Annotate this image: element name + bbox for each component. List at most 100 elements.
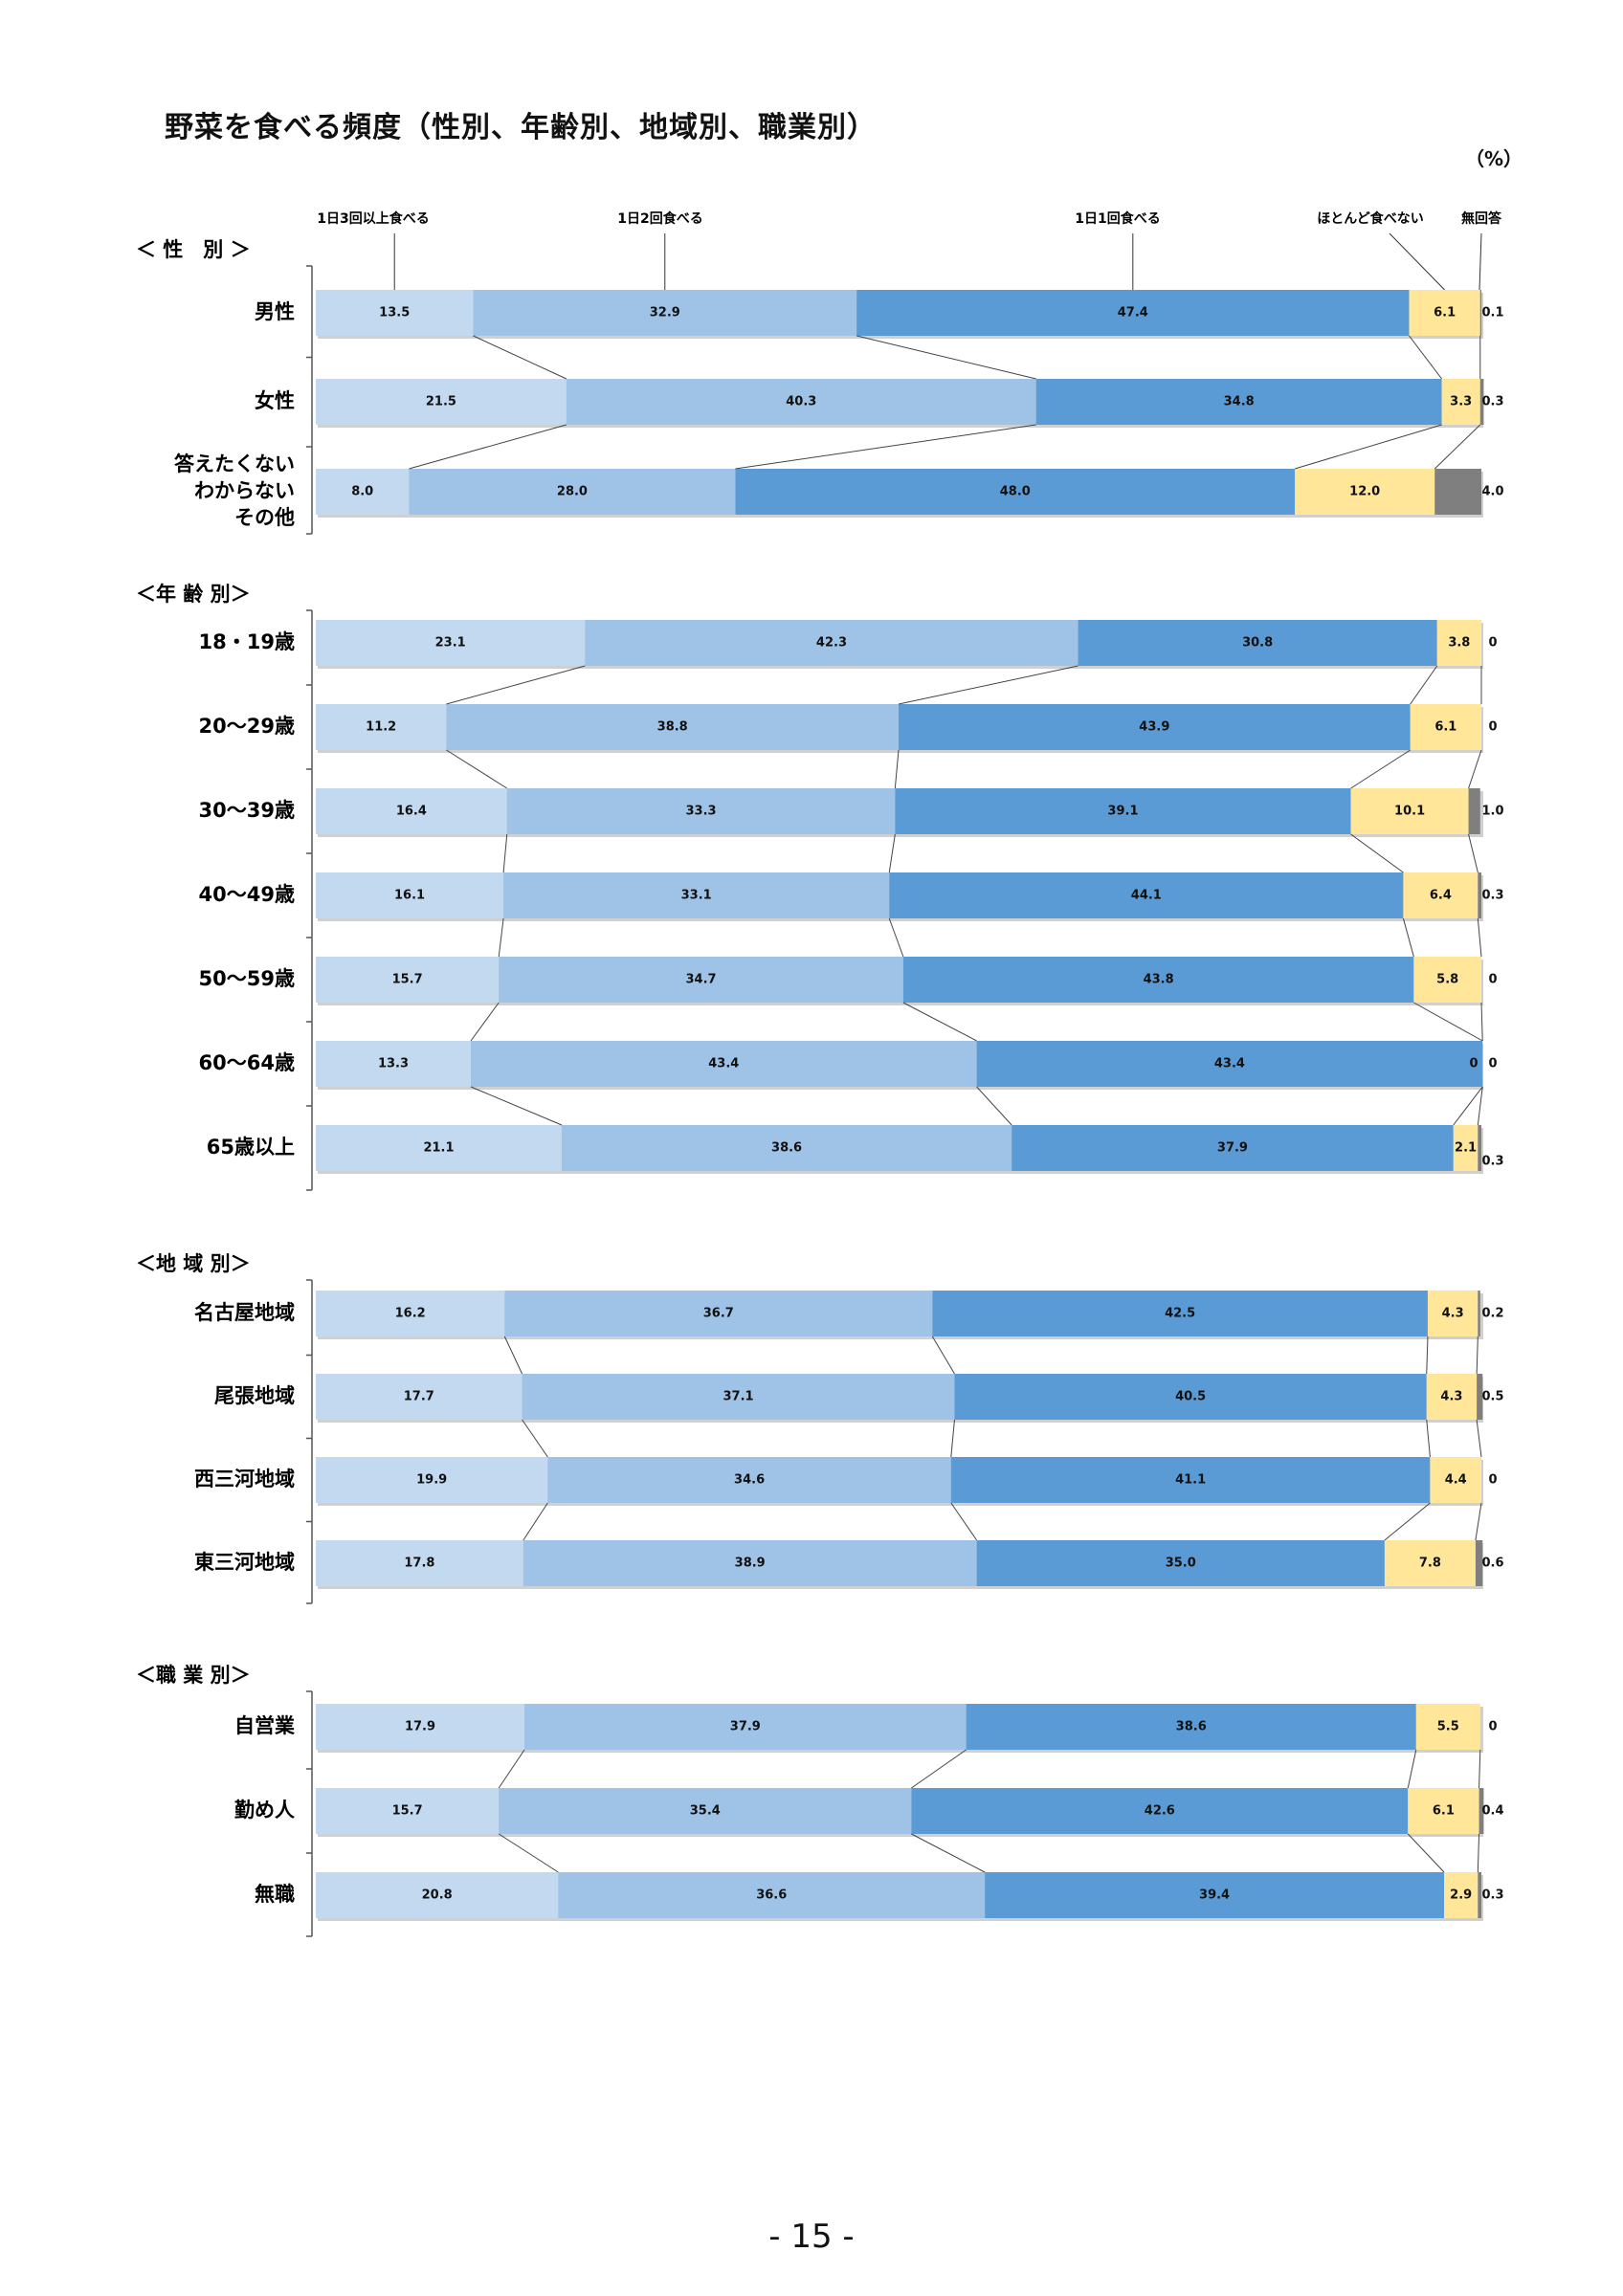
bar-segment <box>1012 1125 1454 1171</box>
data-label: 40.3 <box>786 395 816 409</box>
row-label: 50～59歳 <box>199 967 295 990</box>
bar-segment <box>950 1457 1431 1503</box>
bar-segment <box>1413 957 1481 1003</box>
page-number: - 15 - <box>768 2218 855 2256</box>
data-label: 43.4 <box>1214 1057 1245 1071</box>
chart-title: 野菜を食べる頻度（性別、年齢別、地域別、職業別） <box>165 111 877 144</box>
bar-segment <box>316 1291 505 1336</box>
data-label: 34.6 <box>734 1473 765 1488</box>
data-label: 0 <box>1488 973 1497 987</box>
connector-line <box>1475 1502 1482 1541</box>
bar-segment <box>316 704 447 750</box>
bar-segment <box>735 469 1296 515</box>
bar-segment <box>1403 872 1478 918</box>
data-label: 34.8 <box>1224 395 1255 409</box>
connector-line <box>1478 1749 1481 1789</box>
row-label: 尾張地域 <box>214 1384 295 1407</box>
row-label: 20～29歳 <box>199 715 295 738</box>
bar-segment <box>895 788 1351 834</box>
bar-segment <box>1426 1374 1478 1420</box>
bar-segment <box>1477 1374 1483 1420</box>
bar-segment <box>1478 1291 1480 1336</box>
data-label: 16.1 <box>394 889 425 903</box>
data-label: 0 <box>1488 720 1497 735</box>
data-label: 38.9 <box>735 1556 766 1571</box>
data-label: 12.0 <box>1349 485 1380 499</box>
data-label: 0.6 <box>1481 1556 1503 1571</box>
bar-segment <box>316 379 567 425</box>
bar-segment <box>1035 379 1442 425</box>
bar-segment <box>561 1125 1012 1171</box>
row-label: 無職 <box>255 1883 295 1906</box>
connector-line <box>522 1419 548 1458</box>
connector-line <box>470 1086 563 1126</box>
data-label: 13.3 <box>378 1057 409 1071</box>
connector-line <box>498 917 504 958</box>
data-label: 23.1 <box>435 636 466 651</box>
bar-segment <box>316 1704 525 1750</box>
bar-segment <box>1430 1457 1481 1503</box>
data-label: 33.1 <box>681 889 712 903</box>
data-label: 28.0 <box>557 485 588 499</box>
bar-segment <box>316 1374 522 1420</box>
bar-segment <box>316 290 474 336</box>
bar-segment <box>316 1540 523 1586</box>
data-label: 6.4 <box>1430 889 1452 903</box>
connector-line <box>1402 917 1414 958</box>
data-label: 16.2 <box>395 1307 426 1321</box>
bar-segment <box>1479 290 1481 336</box>
data-label: 16.4 <box>396 805 427 819</box>
row-label: 女性 <box>255 389 295 412</box>
data-label: 17.7 <box>404 1390 434 1404</box>
bar-segment <box>446 704 899 750</box>
data-label: 30.8 <box>1242 636 1273 651</box>
row-label: 勤め人 <box>234 1799 295 1821</box>
bar-segment <box>566 379 1036 425</box>
connector-line <box>522 1502 548 1541</box>
connector-line <box>888 917 904 958</box>
bar-segment <box>1078 620 1437 666</box>
connector-line <box>1294 424 1442 470</box>
connector-line <box>446 749 508 789</box>
row-label: 40～49歳 <box>199 883 295 906</box>
connector-line <box>1477 1086 1483 1126</box>
legend-label: 無回答 <box>1461 210 1502 227</box>
data-label: 11.2 <box>366 720 396 735</box>
row-label: 60～64歳 <box>199 1051 295 1074</box>
connector-line <box>911 1833 986 1873</box>
connector-line <box>498 1833 559 1873</box>
row-label: その他 <box>234 506 295 529</box>
data-label: 40.5 <box>1175 1390 1206 1404</box>
connector-line <box>1413 1002 1483 1042</box>
bar-segment <box>316 1125 562 1171</box>
data-label: 5.8 <box>1436 973 1458 987</box>
connector-line <box>735 424 1036 470</box>
bar-segment <box>1444 1872 1478 1918</box>
data-label: 42.6 <box>1145 1804 1175 1819</box>
data-label: 17.9 <box>405 1720 435 1734</box>
bar-segment <box>316 788 507 834</box>
connector-line <box>856 335 1036 380</box>
data-label: 2.1 <box>1455 1141 1477 1156</box>
bar-segment <box>1478 1872 1481 1918</box>
data-label: 5.5 <box>1437 1720 1459 1734</box>
data-label: 35.0 <box>1166 1556 1196 1571</box>
data-label: 37.9 <box>730 1720 761 1734</box>
connector-line <box>902 1002 977 1042</box>
connector-line <box>1384 1502 1431 1541</box>
bar-segment <box>503 872 890 918</box>
data-label: 21.1 <box>423 1141 454 1156</box>
data-label: 39.4 <box>1199 1888 1230 1903</box>
data-label: 42.3 <box>816 636 847 651</box>
bar-segment <box>1384 1540 1476 1586</box>
bar-segment <box>1408 1788 1479 1834</box>
data-label: 0 <box>1488 636 1497 651</box>
bar-segment <box>1478 872 1481 918</box>
data-label: 2.9 <box>1450 1888 1472 1903</box>
data-label: 20.8 <box>422 1888 453 1903</box>
connector-line <box>1350 749 1411 789</box>
data-label: 36.6 <box>756 1888 787 1903</box>
row-label: 65歳以上 <box>207 1136 295 1159</box>
data-label: 6.1 <box>1434 306 1456 320</box>
data-label: 34.7 <box>686 973 717 987</box>
